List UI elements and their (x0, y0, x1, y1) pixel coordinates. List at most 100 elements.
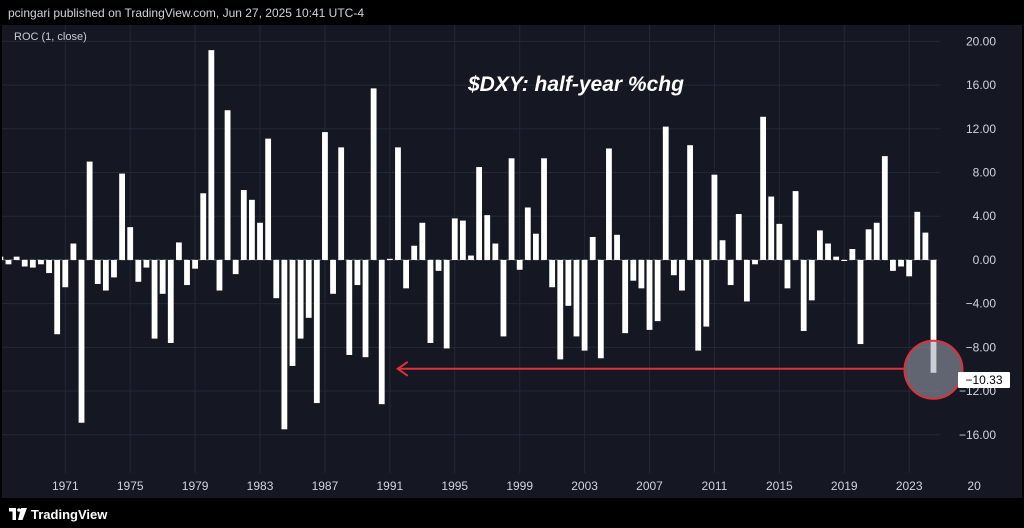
bar (468, 255, 474, 260)
time-tick-label: 1987 (312, 479, 339, 493)
bar (581, 259, 588, 351)
time-tick-label: 1971 (52, 479, 79, 493)
bar (281, 259, 288, 430)
bar (346, 259, 353, 355)
bar (419, 222, 426, 260)
bar (305, 259, 312, 318)
chart-pane[interactable]: 20.00 16.00 12.00 8.00 4.00 0.00 −4.00 −8.00 −12… (2, 25, 1022, 498)
price-tick-label: −8.00 (966, 340, 997, 354)
bar (873, 222, 880, 260)
bar (906, 259, 913, 277)
bar (240, 189, 247, 260)
bar (662, 126, 669, 260)
bar (541, 158, 547, 260)
price-tick-label: 4.00 (973, 209, 997, 223)
bar (776, 223, 783, 260)
bar (184, 259, 190, 286)
bar (143, 259, 150, 268)
bar (606, 148, 612, 260)
bars-layer (2, 50, 937, 430)
price-tick-label: 12.00 (966, 122, 996, 136)
bar (743, 259, 750, 302)
bar (200, 193, 207, 260)
indicator-label[interactable]: ROC (1, close) (14, 31, 87, 43)
bar (833, 256, 840, 260)
bar (38, 259, 44, 265)
bar (768, 196, 775, 260)
bar (403, 259, 409, 289)
bar (898, 259, 904, 267)
bar (841, 259, 848, 262)
bar (297, 259, 304, 339)
bar (46, 259, 52, 274)
bar (459, 220, 466, 260)
bar (451, 218, 458, 260)
bar (443, 259, 450, 349)
price-axis[interactable]: 20.0016.0012.008.004.000.00−4.00−8.00−12… (959, 34, 996, 441)
arrow-head (396, 360, 409, 377)
bar (573, 259, 580, 337)
publisher-text: pcingari published on TradingView.com, J… (8, 6, 364, 20)
bar (435, 259, 442, 271)
time-tick-label: 2007 (636, 479, 663, 493)
bar (622, 259, 629, 334)
price-tick-label: 8.00 (973, 166, 997, 180)
bar (857, 259, 864, 345)
bar (289, 259, 296, 366)
footer-bar: TradingView (0, 500, 1024, 528)
bar (135, 259, 142, 282)
highlight-circle (903, 339, 964, 400)
bar (175, 242, 182, 260)
bar (232, 259, 239, 275)
price-tick-label: −4.00 (966, 297, 997, 311)
bar (881, 156, 888, 260)
tradingview-brand[interactable]: TradingView (31, 507, 108, 522)
bar (549, 259, 556, 288)
bar (589, 236, 596, 260)
annotation-layer (396, 339, 964, 400)
bar (719, 240, 726, 260)
time-tick-label: 1991 (377, 479, 404, 493)
bar (159, 259, 166, 294)
bar (735, 214, 742, 260)
bar (654, 259, 661, 322)
time-tick-label: 20 (967, 479, 981, 493)
bar (338, 147, 345, 260)
bar (386, 258, 393, 260)
time-tick-label: 2011 (702, 479, 728, 493)
bar (86, 161, 93, 260)
bar (646, 259, 653, 330)
bar (524, 207, 531, 260)
bar (825, 243, 831, 260)
bar (378, 259, 385, 405)
bar (370, 88, 377, 260)
bar (752, 259, 758, 265)
roc-bar-chart[interactable]: 20.0016.0012.008.004.000.00−4.00−8.00−12… (2, 25, 1022, 498)
bar (5, 259, 12, 265)
bar (687, 145, 693, 260)
bar (727, 259, 734, 286)
bar (703, 259, 710, 327)
bar (265, 138, 272, 260)
bar (508, 158, 515, 260)
bar (630, 259, 637, 281)
bar (111, 259, 117, 278)
bar (192, 259, 199, 269)
bar (362, 259, 369, 358)
bar (679, 259, 685, 291)
tradingview-logo-icon[interactable] (9, 508, 27, 520)
bar (533, 233, 539, 260)
bar (273, 259, 280, 299)
bar (94, 259, 101, 284)
bar (21, 259, 28, 267)
time-tick-label: 1983 (247, 479, 274, 493)
price-tick-label: 0.00 (973, 253, 997, 267)
time-tick-label: 1995 (441, 479, 468, 493)
time-tick-label: 1999 (506, 479, 533, 493)
time-axis[interactable]: 1971 1975 1979 1983 1987 1991 1995 1999 2003 2007… (52, 479, 981, 493)
bar (411, 245, 418, 260)
bar (216, 259, 223, 291)
time-tick-label: 1975 (117, 479, 144, 493)
bar (516, 259, 523, 270)
bar (249, 199, 255, 260)
